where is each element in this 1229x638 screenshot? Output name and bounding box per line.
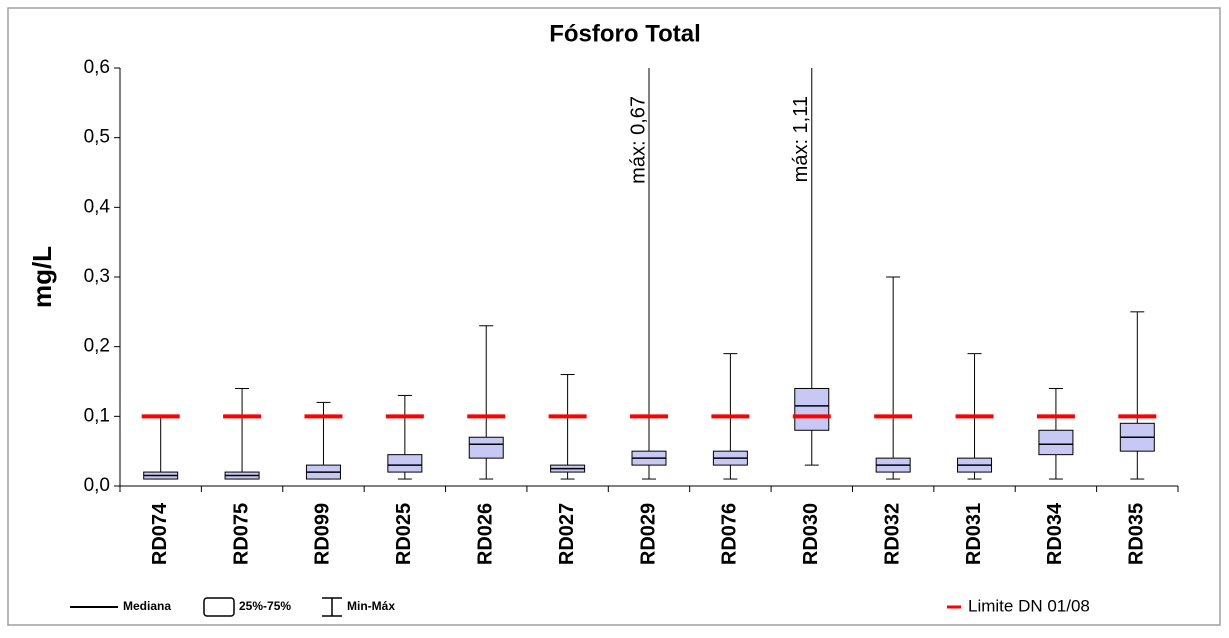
x-tick-label: RD034 — [1044, 502, 1066, 565]
x-tick-label: RD075 — [230, 503, 252, 565]
x-tick-label: RD099 — [312, 503, 334, 565]
legend-whisker-swatch — [322, 597, 342, 617]
y-tick-label: 0,6 — [84, 57, 110, 78]
legend-box-swatch — [203, 597, 235, 617]
x-tick-label: RD026 — [475, 503, 497, 565]
annotation: máx: 0,67 — [627, 96, 649, 184]
chart-border — [7, 7, 1221, 626]
legend-label: Mediana — [123, 599, 171, 613]
box — [1038, 429, 1074, 456]
legend-label: Min-Máx — [347, 599, 395, 613]
box — [468, 436, 504, 459]
x-tick-label: RD035 — [1126, 503, 1148, 565]
x-tick-label: RD025 — [393, 503, 415, 565]
legend-label: Limite DN 01/08 — [968, 596, 1090, 615]
box — [794, 387, 830, 431]
y-axis-label: mg/L — [27, 246, 57, 308]
x-tick-label: RD029 — [637, 503, 659, 565]
y-tick-label: 0,1 — [84, 405, 110, 426]
y-tick-label: 0,2 — [84, 336, 110, 357]
x-tick-label: RD027 — [556, 503, 578, 565]
chart-title: Fósforo Total — [549, 20, 701, 47]
x-tick-label: RD074 — [149, 502, 171, 565]
box — [387, 454, 423, 473]
y-tick-label: 0,4 — [84, 196, 111, 217]
y-tick-label: 0,5 — [84, 127, 110, 148]
x-tick-label: RD030 — [800, 503, 822, 565]
x-tick-label: RD076 — [719, 503, 741, 565]
annotation: máx: 1,11 — [790, 96, 812, 182]
legend-label: 25%-75% — [239, 599, 291, 613]
y-tick-label: 0,0 — [84, 475, 110, 496]
x-tick-label: RD031 — [963, 503, 985, 565]
y-tick-label: 0,3 — [84, 266, 110, 287]
plot-area — [143, 68, 1155, 480]
x-tick-label: RD032 — [881, 503, 903, 565]
